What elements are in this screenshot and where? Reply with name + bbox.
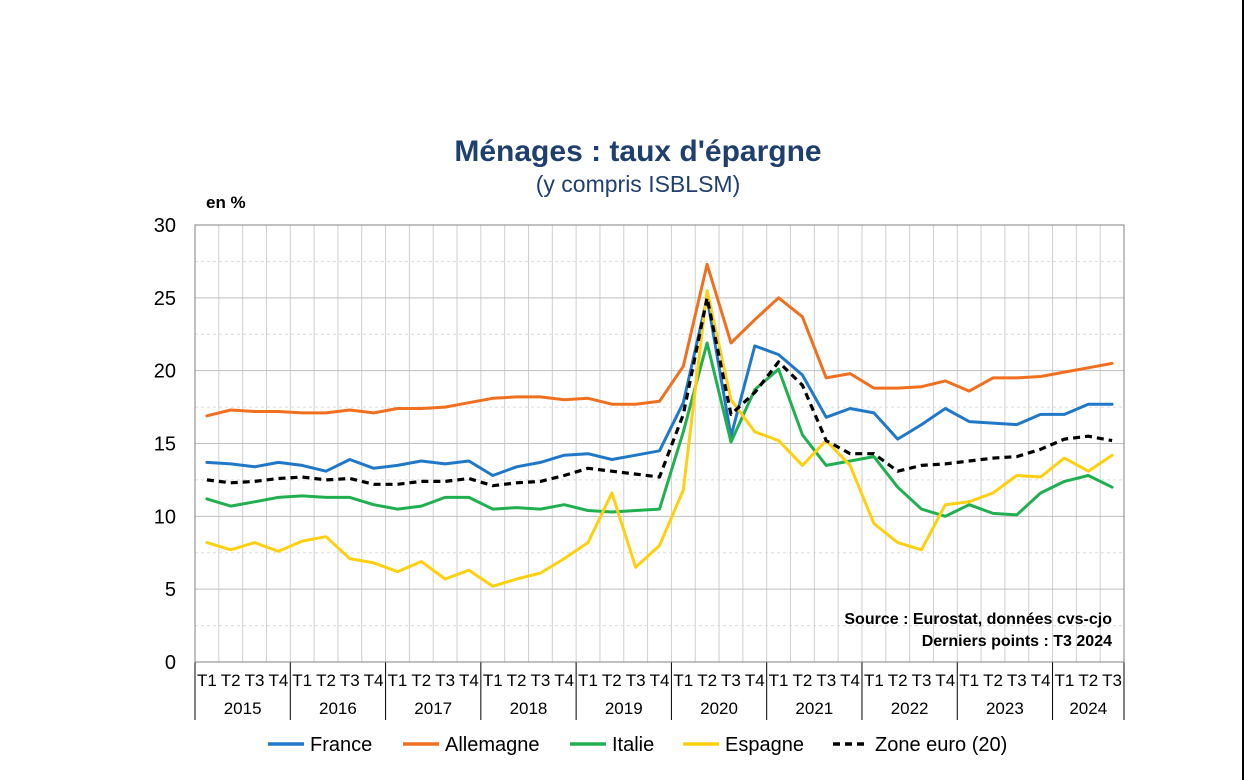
source-note: Source : Eurostat, données cvs-cjo <box>844 611 1112 628</box>
x-tick-label: T3 <box>1007 671 1027 690</box>
x-tick-label: T1 <box>1055 671 1075 690</box>
x-tick-label: T4 <box>459 671 479 690</box>
legend-label: France <box>310 734 372 756</box>
year-label: 2024 <box>1069 699 1107 718</box>
x-tick-label: T3 <box>626 671 646 690</box>
series-line-france <box>205 296 1114 477</box>
x-tick-label: T3 <box>816 671 836 690</box>
x-tick-label: T3 <box>721 671 741 690</box>
legend-label: Zone euro (20) <box>875 734 1007 756</box>
year-label: 2019 <box>605 699 643 718</box>
x-tick-label: T2 <box>888 671 908 690</box>
legend-label: Espagne <box>725 734 804 756</box>
series-line-allemagne <box>205 262 1114 418</box>
year-label: 2020 <box>700 699 738 718</box>
x-tick-label: T2 <box>1078 671 1098 690</box>
frame-border <box>1242 0 1244 780</box>
x-tick-label: T1 <box>673 671 693 690</box>
x-tick-label: T4 <box>1031 671 1051 690</box>
x-tick-label: T1 <box>769 671 789 690</box>
x-tick-label: T3 <box>435 671 455 690</box>
x-tick-label: T1 <box>578 671 598 690</box>
legend-label: Italie <box>612 734 654 756</box>
x-tick-label: T1 <box>388 671 408 690</box>
year-label: 2016 <box>319 699 357 718</box>
x-tick-label: T3 <box>1102 671 1122 690</box>
last-points-note: Derniers points : T3 2024 <box>922 633 1112 650</box>
x-tick-label: T3 <box>245 671 265 690</box>
year-label: 2015 <box>224 699 262 718</box>
x-tick-label: T1 <box>959 671 979 690</box>
year-label: 2018 <box>510 699 548 718</box>
y-tick-label: 0 <box>165 652 176 674</box>
year-label: 2017 <box>414 699 452 718</box>
x-tick-label: T4 <box>840 671 860 690</box>
x-tick-label: T2 <box>507 671 527 690</box>
series-lines <box>205 262 1114 588</box>
x-tick-label: T2 <box>793 671 813 690</box>
x-tick-label: T1 <box>292 671 312 690</box>
x-tick-label: T4 <box>745 671 765 690</box>
x-tick-label: T2 <box>697 671 717 690</box>
x-tick-label: T1 <box>483 671 503 690</box>
x-tick-label: T3 <box>340 671 360 690</box>
x-tick-label: T4 <box>268 671 288 690</box>
chart-subtitle: (y compris ISBLSM) <box>536 171 740 197</box>
y-tick-label: 5 <box>165 579 176 601</box>
gridlines <box>195 225 1124 662</box>
legend-label: Allemagne <box>445 734 540 756</box>
x-tick-label: T2 <box>602 671 622 690</box>
x-tick-label: T4 <box>554 671 574 690</box>
x-tick-label: T1 <box>197 671 217 690</box>
series-line-zone-euro-20 <box>206 296 1113 488</box>
legend: France Allemagne Italie Espagne Zone euro (2… <box>268 734 1007 756</box>
x-tick-label: T4 <box>364 671 384 690</box>
x-tick-label: T2 <box>983 671 1003 690</box>
y-axis-ticks: 0 5 10 15 20 25 30 <box>154 215 176 674</box>
x-tick-label: T2 <box>411 671 431 690</box>
chart-title: Ménages : taux d'épargne <box>454 135 821 168</box>
x-tick-label: T2 <box>221 671 241 690</box>
x-tick-label: T4 <box>935 671 955 690</box>
x-tick-label: T3 <box>912 671 932 690</box>
x-tick-label: T4 <box>650 671 670 690</box>
year-label: 2022 <box>891 699 929 718</box>
y-tick-label: 20 <box>154 361 176 383</box>
y-tick-label: 30 <box>154 215 176 237</box>
x-tick-label: T1 <box>864 671 884 690</box>
x-axis: T1 T2 T3 T4 T1 T2 T3 T4 T1 T2 T3 T4 T1 T2 T3 T4 T1 T2 T3 T4… <box>194 662 1125 720</box>
series-line-italie <box>205 341 1114 518</box>
plot-frame <box>194 224 1125 663</box>
year-label: 2023 <box>986 699 1024 718</box>
y-axis-label: en % <box>206 193 246 212</box>
x-tick-label: T3 <box>530 671 550 690</box>
y-tick-label: 10 <box>154 506 176 528</box>
year-label: 2021 <box>795 699 833 718</box>
y-tick-label: 25 <box>154 288 176 310</box>
x-tick-label: T2 <box>316 671 336 690</box>
y-tick-label: 15 <box>154 434 176 456</box>
series-line-espagne <box>205 289 1114 588</box>
